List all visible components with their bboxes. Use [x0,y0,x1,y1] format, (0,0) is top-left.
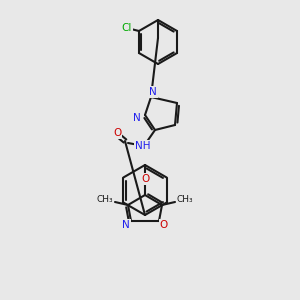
Text: CH₃: CH₃ [97,196,113,205]
Text: N: N [122,220,130,230]
Text: Cl: Cl [122,23,132,33]
Text: NH: NH [135,141,151,151]
Text: O: O [160,220,168,230]
Text: O: O [113,128,121,138]
Text: O: O [141,174,149,184]
Text: N: N [133,113,141,123]
Text: CH₃: CH₃ [177,196,193,205]
Text: N: N [149,87,157,97]
